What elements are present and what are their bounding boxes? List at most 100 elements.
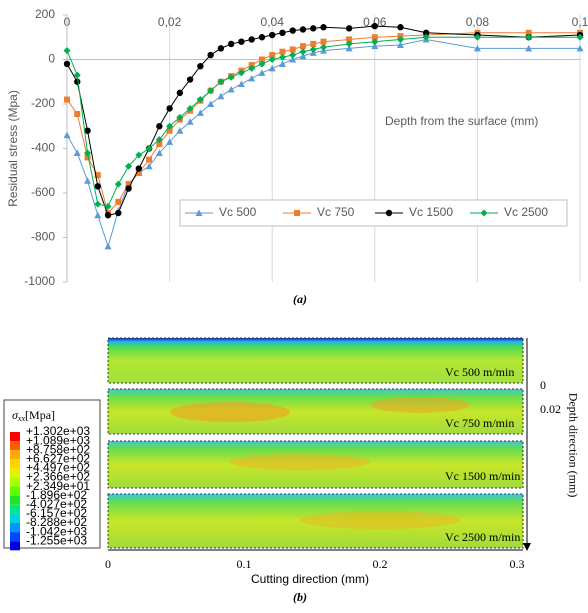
colorbar-swatch: [10, 523, 20, 533]
marker: [473, 44, 481, 52]
colorbar-label: +2.349e+01: [26, 479, 90, 493]
marker: [125, 185, 132, 192]
legend-label: Vc 2500: [504, 205, 548, 219]
marker: [104, 242, 112, 250]
subscript: xx: [17, 414, 26, 423]
marker: [63, 131, 71, 139]
colorbar-swatch: [10, 504, 20, 514]
marker: [84, 154, 91, 161]
marker: [480, 209, 488, 217]
y-axis-label: Residual stress (Mpa): [6, 90, 20, 207]
y-tick-label: -600: [31, 185, 55, 199]
marker: [94, 200, 102, 208]
y-axis-label: Depth direction (mm): [566, 393, 580, 498]
colorbar-swatch: [10, 468, 20, 478]
colorbar-swatch: [10, 541, 20, 551]
marker: [84, 149, 92, 157]
marker: [320, 38, 327, 45]
colorbar-label: +1.302e+03: [26, 424, 90, 438]
marker: [94, 183, 101, 190]
x-tick-label: 0,06: [363, 15, 387, 29]
marker: [104, 212, 112, 219]
marker: [473, 33, 481, 41]
arrow: [523, 543, 531, 551]
x-tick-label: 0,04: [261, 15, 285, 29]
x-tick-label: 0.3: [510, 557, 525, 571]
x-tick-label: 0,08: [466, 15, 490, 29]
marker: [104, 202, 112, 210]
marker: [278, 53, 286, 61]
colorbar-swatch: [10, 532, 20, 542]
marker: [176, 113, 184, 121]
marker: [576, 33, 584, 41]
marker: [237, 80, 245, 87]
caption: (a): [293, 292, 307, 306]
marker: [197, 62, 204, 70]
marker: [227, 40, 235, 48]
colorbar-swatch: [10, 441, 20, 451]
marker: [248, 36, 255, 43]
marker: [135, 151, 143, 159]
marker: [74, 111, 81, 118]
marker: [64, 96, 70, 103]
marker: [146, 156, 153, 163]
marker: [258, 60, 266, 68]
marker: [289, 56, 297, 63]
marker: [73, 149, 81, 156]
marker: [94, 211, 102, 219]
x-tick-label: 0.1: [237, 557, 252, 571]
x-tick-label: 0,1: [572, 15, 588, 29]
marker: [385, 209, 393, 217]
marker: [207, 100, 215, 107]
marker: [63, 47, 71, 55]
y-tick-label: 0: [540, 378, 546, 392]
colorbar-swatch: [10, 459, 20, 469]
marker: [135, 169, 142, 176]
y-tick-label: -800: [31, 230, 55, 244]
marker: [289, 46, 296, 53]
marker: [269, 52, 276, 59]
marker: [217, 45, 225, 52]
x-axis-label: Cutting direction (mm): [251, 572, 369, 586]
strip-label: Vc 2500 m/min: [445, 530, 520, 544]
marker: [371, 42, 379, 50]
legend-label: Vc 750: [317, 205, 355, 219]
contour-panel: [3, 337, 531, 551]
colorbar-label: -1.255e+03: [26, 533, 87, 547]
contour-patch: [300, 511, 460, 529]
legend-label: Vc 1500: [409, 205, 453, 219]
marker: [217, 92, 225, 100]
colorbar-label: +8.758e+02: [26, 442, 90, 456]
marker: [217, 78, 225, 86]
marker: [422, 33, 430, 41]
marker: [237, 69, 245, 77]
marker: [73, 71, 81, 79]
marker: [397, 24, 404, 31]
contour-patch: [230, 454, 370, 470]
marker: [248, 74, 256, 82]
marker: [176, 89, 184, 97]
marker: [279, 48, 286, 55]
contour-patch: [170, 402, 290, 422]
y-tick-label: -1000: [24, 274, 55, 288]
caption: (b): [293, 590, 307, 604]
marker: [63, 60, 71, 68]
strip-label: Vc 750 m/min: [445, 416, 514, 430]
marker: [309, 45, 317, 53]
marker: [186, 118, 194, 125]
marker: [320, 43, 327, 51]
marker: [166, 127, 173, 134]
marker: [207, 87, 215, 95]
x-tick-label: 0: [105, 557, 111, 571]
y-tick-label: 200: [35, 7, 55, 21]
marker: [525, 33, 533, 41]
marker: [278, 60, 286, 67]
contour-strip: [107, 493, 524, 549]
marker: [84, 127, 91, 134]
x-tick-label: 0.2: [373, 557, 388, 571]
colorbar-label: -4.027e+02: [26, 497, 87, 511]
marker: [186, 104, 194, 112]
marker: [258, 34, 266, 41]
marker: [396, 35, 404, 43]
marker: [166, 105, 173, 112]
